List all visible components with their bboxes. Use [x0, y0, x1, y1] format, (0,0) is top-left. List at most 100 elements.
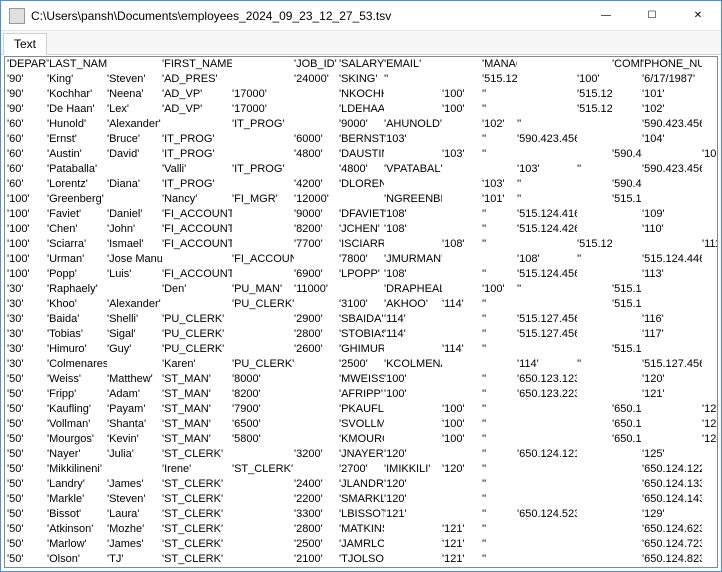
table-row: '60''Ernst''Bruce''IT_PROG''6000''BERNST… — [7, 132, 715, 147]
table-cell — [232, 552, 294, 567]
table-cell: 'PU_CLERK' — [232, 297, 294, 312]
table-cell: '102' — [482, 117, 517, 132]
table-cell: '24000' — [294, 72, 339, 87]
table-cell — [384, 432, 442, 447]
table-cell: '515.124.4567' — [517, 267, 577, 282]
table-cell: '3100' — [339, 297, 384, 312]
table-row: '30''Baida''Shelli''PU_CLERK''2900''SBAI… — [7, 312, 715, 327]
table-cell: 'NKOCHHAR' — [339, 87, 384, 102]
table-cell: 'Payam' — [107, 402, 162, 417]
table-cell — [702, 177, 717, 192]
table-cell — [384, 237, 442, 252]
table-cell: '124' — [702, 432, 717, 447]
table-cell — [702, 462, 717, 477]
table-row: '50''Mikkilineni''Irene''ST_CLERK''2700'… — [7, 462, 715, 477]
table-cell: 'ST_CLERK' — [162, 492, 232, 507]
table-row: '90''De Haan''Lex''AD_VP''17000''LDEHAAN… — [7, 102, 715, 117]
maximize-button[interactable]: ☐ — [629, 1, 675, 30]
table-cell — [702, 117, 717, 132]
table-cell — [702, 102, 717, 117]
table-cell: '650.124.5234' — [517, 507, 577, 522]
table-cell: 'Khoo' — [47, 297, 107, 312]
table-cell — [702, 87, 717, 102]
table-cell: 'FI_ACCOUNT' — [232, 252, 294, 267]
table-cell — [442, 327, 482, 342]
table-cell: '30' — [7, 342, 47, 357]
table-cell — [517, 522, 577, 537]
table-cell — [577, 432, 612, 447]
table-cell: '2500' — [339, 357, 384, 372]
table-cell — [612, 117, 642, 132]
table-cell: 'ST_CLERK' — [162, 537, 232, 552]
table-cell: 'EMAIL' — [384, 57, 442, 72]
table-cell — [702, 477, 717, 492]
table-row: '50''Fripp''Adam''ST_MAN''8200''AFRIPP''… — [7, 387, 715, 402]
table-cell: '6900' — [294, 267, 339, 282]
table-cell — [612, 312, 642, 327]
table-cell — [232, 57, 294, 72]
table-cell — [517, 462, 577, 477]
table-cell — [577, 477, 612, 492]
table-cell: 'ST_MAN' — [162, 402, 232, 417]
table-cell: 'Steven' — [107, 72, 162, 87]
table-cell — [702, 507, 717, 522]
tab-text[interactable]: Text — [3, 33, 47, 55]
table-row: '30''Colmenares''Karen''PU_CLERK''2500''… — [7, 357, 715, 372]
table-cell: '' — [482, 267, 517, 282]
table-cell: 'Karen' — [162, 357, 232, 372]
table-cell: '121' — [442, 552, 482, 567]
table-cell: 'DFAVIET' — [339, 207, 384, 222]
tab-bar: Text — [1, 31, 721, 55]
table-cell: 'JCHEN' — [339, 222, 384, 237]
table-cell — [612, 327, 642, 342]
table-cell — [384, 177, 442, 192]
table-row: '50''Landry''James''ST_CLERK''2400''JLAN… — [7, 477, 715, 492]
table-cell: '' — [517, 177, 577, 192]
table-cell: 'Popp' — [47, 267, 107, 282]
table-cell — [642, 342, 702, 357]
table-cell: '4800' — [339, 162, 384, 177]
table-cell: 'DLORENTZ' — [339, 177, 384, 192]
table-cell: '100' — [7, 207, 47, 222]
table-cell: 'IT_PROG' — [232, 162, 294, 177]
table-cell — [702, 222, 717, 237]
text-content[interactable]: 'DEPARTMENT_ID''LAST_NAME''FIRST_NAME''J… — [5, 57, 717, 567]
table-cell — [384, 522, 442, 537]
table-row: '60''Pataballa''Valli''IT_PROG''4800''VP… — [7, 162, 715, 177]
table-cell — [612, 372, 642, 387]
table-cell — [642, 237, 702, 252]
table-cell: 'AD_VP' — [162, 102, 232, 117]
table-cell: '3200' — [294, 447, 339, 462]
table-cell — [442, 282, 482, 297]
table-cell — [442, 192, 482, 207]
table-row: '30''Himuro''Guy''PU_CLERK''2600''GHIMUR… — [7, 342, 715, 357]
table-row: '30''Raphaely''Den''PU_MAN''11000''DRAPH… — [7, 282, 715, 297]
table-cell: '108' — [384, 207, 442, 222]
titlebar[interactable]: C:\Users\pansh\Documents\employees_2024_… — [1, 1, 721, 31]
table-cell: '' — [482, 477, 517, 492]
table-cell: '' — [577, 357, 612, 372]
close-button[interactable]: ✕ — [675, 1, 721, 30]
table-cell — [612, 387, 642, 402]
table-cell — [294, 117, 339, 132]
table-cell: 'Mourgos' — [47, 432, 107, 447]
table-cell: '515.124.4469' — [642, 252, 702, 267]
table-cell — [577, 372, 612, 387]
table-cell — [612, 447, 642, 462]
table-cell — [702, 252, 717, 267]
table-row: '90''King''Steven''AD_PRES''24000''SKING… — [7, 72, 715, 87]
table-cell: 'Olson' — [47, 552, 107, 567]
table-cell — [517, 417, 577, 432]
table-cell: '50' — [7, 552, 47, 567]
table-cell — [442, 222, 482, 237]
table-cell — [162, 117, 232, 132]
table-cell: '515.127.4566' — [642, 357, 702, 372]
table-cell: '108' — [384, 267, 442, 282]
table-cell — [232, 342, 294, 357]
table-cell — [107, 162, 162, 177]
table-cell: 'Steven' — [107, 492, 162, 507]
minimize-button[interactable]: — — [583, 1, 629, 30]
table-cell: 'KCOLMENA' — [384, 357, 442, 372]
table-cell: '117' — [642, 327, 702, 342]
table-cell — [232, 267, 294, 282]
